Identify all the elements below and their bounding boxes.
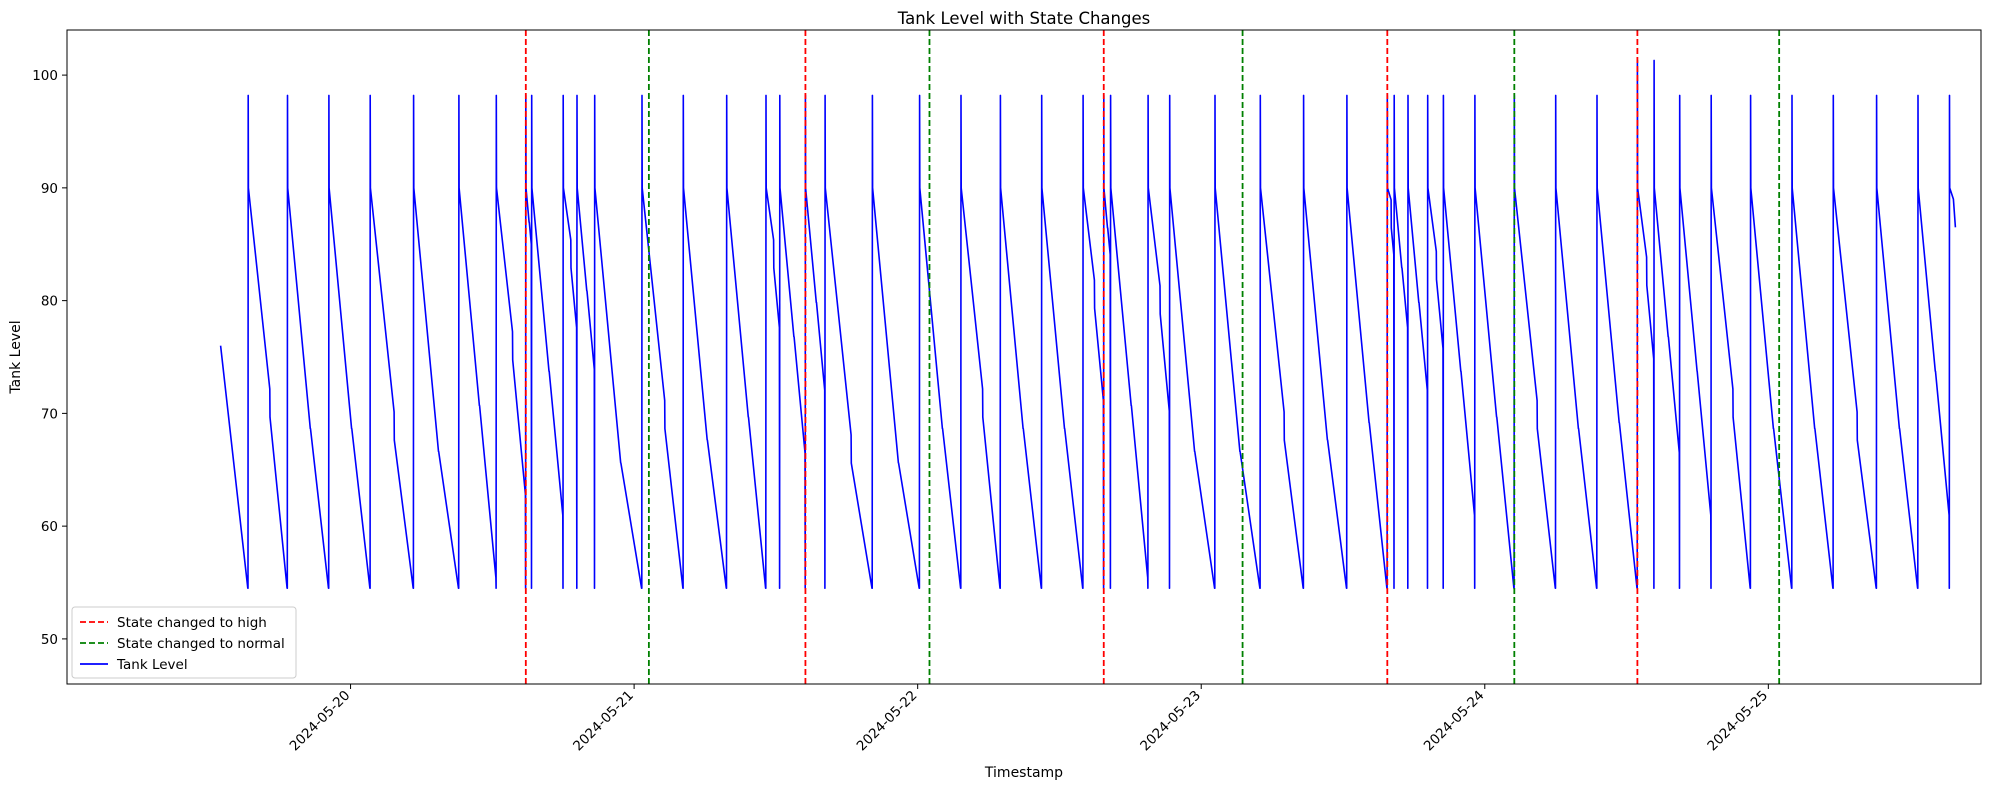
- legend-label-high: State changed to high: [117, 615, 267, 631]
- y-tick-label: 80: [41, 294, 58, 310]
- legend-box: [71, 606, 297, 679]
- tank-level-line: [219, 59, 1957, 589]
- chart-title: Tank Level with State Changes: [897, 9, 1150, 28]
- y-tick-label: 100: [32, 68, 58, 84]
- plot-frame: [66, 29, 1982, 685]
- legend-label-tank-level: Tank Level: [116, 657, 188, 673]
- y-axis: 50 60 70 80 90 100: [32, 68, 67, 648]
- legend-label-normal: State changed to normal: [117, 636, 285, 652]
- y-tick-label: 70: [41, 406, 58, 422]
- y-tick-label: 50: [41, 632, 58, 648]
- legend: State changed to high State changed to n…: [71, 606, 297, 679]
- x-axis-title: Timestamp: [984, 765, 1063, 781]
- y-axis-title: Tank Level: [8, 320, 24, 394]
- y-tick-label: 90: [41, 181, 58, 197]
- y-tick-label: 60: [41, 519, 58, 535]
- plot-area: [219, 30, 1957, 684]
